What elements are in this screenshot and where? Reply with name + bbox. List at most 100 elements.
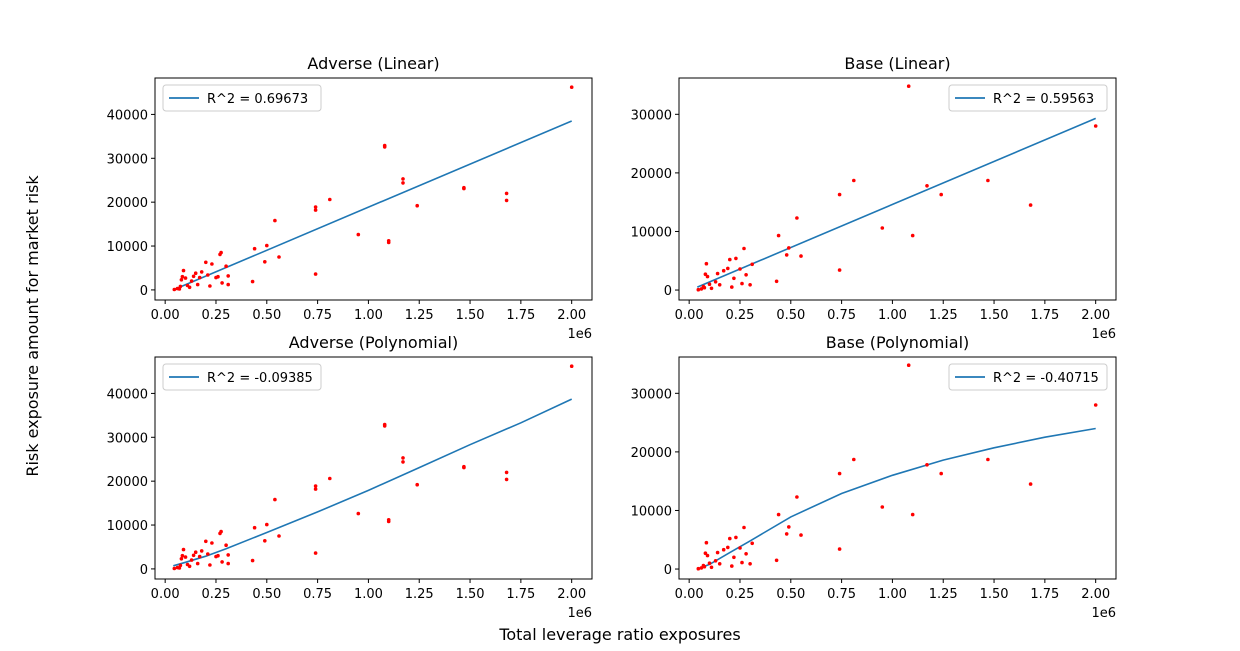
data-point bbox=[750, 541, 754, 546]
plot-frame bbox=[154, 77, 593, 301]
data-point bbox=[382, 145, 387, 149]
data-point bbox=[732, 276, 736, 281]
plot-frame bbox=[678, 77, 1117, 301]
data-point bbox=[313, 208, 318, 212]
figure-y-label: Risk exposure amount for market risk bbox=[23, 175, 42, 477]
data-point bbox=[906, 84, 911, 88]
x-tick-label: 0.25 bbox=[726, 308, 755, 323]
data-point bbox=[795, 495, 799, 499]
x-tick-label: 0.75 bbox=[827, 308, 856, 323]
panel-base-linear: Base (Linear) 0.00 0.25 0.50 0.75 1.00 1.25 1.5… bbox=[631, 54, 1117, 342]
data-point bbox=[730, 285, 734, 289]
legend-label: R^2 = -0.09385 bbox=[207, 371, 313, 386]
data-point bbox=[717, 562, 722, 566]
x-tick-label: 1.75 bbox=[506, 587, 535, 602]
data-point bbox=[313, 551, 318, 555]
data-point bbox=[252, 525, 257, 530]
data-point bbox=[703, 272, 708, 277]
x-tick-label: 0.25 bbox=[202, 308, 231, 323]
fit-line bbox=[697, 427, 1096, 570]
data-point bbox=[837, 471, 842, 476]
panel-adverse-polynomial: Adverse (Polynomial) 0.00 0.25 0.50 0.75 1.00… bbox=[107, 333, 593, 621]
data-point bbox=[880, 505, 885, 509]
data-point bbox=[569, 85, 574, 89]
data-point bbox=[250, 279, 255, 284]
data-point bbox=[906, 363, 911, 368]
x-tick-label: 0.00 bbox=[675, 587, 704, 602]
data-point bbox=[401, 460, 405, 464]
data-point bbox=[721, 268, 726, 273]
data-point bbox=[742, 525, 746, 530]
data-point bbox=[386, 239, 391, 243]
x-tick-label: 1.50 bbox=[456, 308, 485, 323]
data-point bbox=[1028, 482, 1033, 486]
x-tick-label: 1.00 bbox=[354, 587, 383, 602]
data-point bbox=[1093, 124, 1098, 128]
data-point bbox=[172, 287, 177, 292]
x-tick-label: 0.25 bbox=[202, 587, 231, 602]
data-point bbox=[703, 551, 708, 555]
data-point bbox=[226, 561, 230, 566]
x-tick-label: 2.00 bbox=[1081, 308, 1110, 323]
data-point bbox=[226, 553, 230, 557]
data-point bbox=[910, 512, 915, 517]
data-point bbox=[181, 547, 186, 552]
panel-adverse-linear: Adverse (Linear) 0.00 0.25 0.50 0.75 1.00 1.25… bbox=[107, 54, 593, 342]
data-point bbox=[738, 546, 742, 550]
data-point bbox=[181, 268, 186, 273]
data-point bbox=[740, 560, 744, 565]
x-tick-label: 0.75 bbox=[303, 308, 332, 323]
data-point bbox=[180, 553, 185, 558]
data-point bbox=[224, 264, 228, 269]
data-point bbox=[504, 191, 509, 196]
x-tick-label: 1.00 bbox=[354, 308, 383, 323]
data-point bbox=[178, 284, 183, 289]
data-point bbox=[717, 283, 722, 287]
data-point bbox=[699, 287, 704, 291]
data-point bbox=[748, 562, 752, 566]
data-point bbox=[224, 543, 228, 547]
plot-frame bbox=[678, 356, 1117, 580]
data-point bbox=[784, 253, 789, 257]
data-point bbox=[837, 268, 842, 272]
data-point bbox=[313, 205, 318, 209]
data-point bbox=[728, 536, 732, 541]
data-point bbox=[837, 192, 842, 197]
x-tick-label: 1.75 bbox=[1030, 308, 1059, 323]
data-point bbox=[852, 457, 856, 462]
data-point bbox=[744, 552, 748, 556]
y-tick-label: 10000 bbox=[107, 519, 148, 534]
data-point bbox=[715, 550, 720, 555]
data-point bbox=[204, 539, 208, 544]
y-tick-label: 0 bbox=[664, 563, 672, 578]
chart-title: Adverse (Linear) bbox=[307, 54, 439, 73]
data-point bbox=[401, 177, 405, 181]
data-point bbox=[179, 278, 184, 282]
data-point bbox=[220, 560, 224, 564]
data-point bbox=[728, 257, 732, 262]
data-point bbox=[204, 260, 208, 265]
data-point bbox=[709, 565, 714, 570]
x-scale-label: 1e6 bbox=[567, 606, 592, 621]
data-point bbox=[750, 262, 754, 267]
x-tick-label: 1.00 bbox=[878, 308, 907, 323]
data-point bbox=[925, 184, 929, 188]
data-point bbox=[313, 484, 318, 488]
data-point bbox=[313, 272, 318, 276]
data-point bbox=[277, 534, 281, 538]
data-point bbox=[183, 276, 188, 280]
data-point bbox=[208, 563, 212, 567]
legend-label: R^2 = -0.40715 bbox=[993, 371, 1099, 386]
data-point bbox=[263, 539, 267, 543]
data-point bbox=[195, 282, 200, 287]
x-tick-label: 1.00 bbox=[878, 587, 907, 602]
data-point bbox=[713, 559, 718, 563]
legend-box bbox=[162, 84, 322, 112]
data-point bbox=[216, 274, 220, 279]
data-point bbox=[799, 254, 803, 258]
x-tick-label: 0.50 bbox=[252, 587, 281, 602]
data-point bbox=[356, 511, 361, 516]
y-tick-label: 20000 bbox=[631, 446, 672, 461]
data-point bbox=[732, 555, 736, 560]
